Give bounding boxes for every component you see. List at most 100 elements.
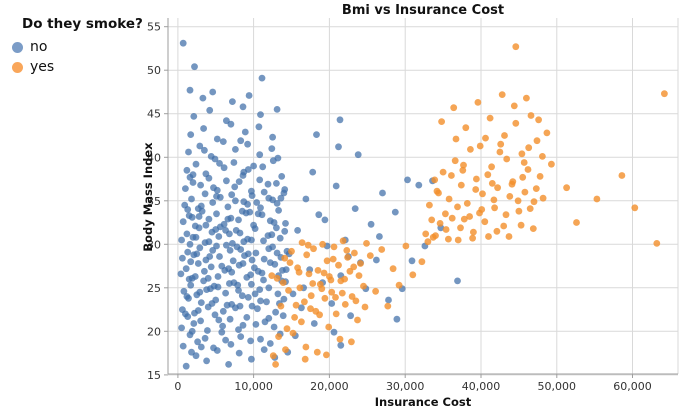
data-point-yes — [452, 135, 460, 143]
data-point-no — [250, 162, 257, 170]
data-point-no — [224, 203, 232, 211]
data-point-yes — [313, 348, 321, 356]
data-point-no — [315, 211, 323, 219]
data-point-yes — [336, 335, 344, 343]
data-point-yes — [548, 160, 555, 168]
data-point-no — [247, 271, 255, 279]
data-point-no — [282, 220, 289, 227]
legend-title: Do they smoke? — [22, 16, 143, 32]
data-point-no — [229, 257, 237, 265]
y-tick-label: 35 — [147, 195, 161, 208]
data-point-no — [294, 227, 301, 234]
data-point-no — [195, 213, 203, 220]
data-point-no — [223, 117, 230, 125]
data-point-yes — [363, 240, 370, 247]
data-point-no — [218, 262, 226, 270]
data-point-yes — [473, 175, 480, 183]
data-point-no — [454, 277, 461, 285]
data-point-no — [178, 236, 186, 244]
data-point-no — [184, 248, 192, 256]
data-point-no — [188, 213, 196, 221]
data-point-no — [273, 249, 281, 257]
data-point-no — [208, 300, 216, 307]
data-point-yes — [432, 232, 439, 240]
data-point-yes — [298, 239, 306, 247]
data-point-no — [276, 234, 284, 242]
data-point-no — [197, 343, 205, 351]
data-point-no — [222, 289, 230, 297]
data-point-no — [265, 245, 273, 253]
data-point-no — [204, 327, 211, 334]
data-point-yes — [539, 194, 547, 202]
data-point-yes — [357, 260, 364, 267]
data-point-yes — [442, 210, 449, 218]
data-point-no — [257, 111, 264, 118]
data-point-yes — [524, 166, 532, 173]
data-point-yes — [422, 230, 430, 238]
data-point-no — [218, 328, 226, 336]
data-point-no — [187, 258, 195, 266]
data-point-yes — [323, 351, 330, 359]
gridlines — [168, 18, 679, 376]
data-point-no — [240, 238, 248, 246]
data-point-yes — [488, 180, 496, 187]
data-point-yes — [318, 285, 326, 293]
data-point-no — [191, 63, 198, 71]
data-point-no — [178, 324, 186, 332]
data-point-yes — [339, 237, 347, 245]
data-point-no — [252, 249, 260, 257]
data-point-yes — [535, 116, 542, 124]
data-point-no — [279, 267, 286, 274]
data-point-yes — [518, 150, 526, 158]
data-point-no — [180, 287, 188, 295]
data-point-yes — [500, 222, 508, 230]
data-point-no — [239, 260, 247, 267]
data-point-no — [248, 256, 256, 264]
data-point-no — [179, 39, 187, 47]
data-point-no — [302, 195, 310, 203]
data-point-no — [210, 184, 217, 192]
data-point-no — [207, 153, 215, 160]
y-tick-label: 25 — [147, 282, 161, 295]
data-point-yes — [451, 157, 459, 165]
data-point-yes — [314, 267, 322, 274]
data-point-no — [337, 341, 345, 349]
data-point-no — [201, 146, 208, 154]
data-point-no — [182, 310, 189, 318]
data-point-no — [257, 297, 264, 305]
data-point-yes — [298, 318, 305, 326]
data-point-no — [204, 274, 212, 282]
data-point-no — [309, 168, 317, 176]
data-point-no — [187, 131, 195, 139]
data-point-no — [179, 254, 186, 262]
data-point-yes — [467, 146, 474, 153]
data-point-no — [190, 320, 198, 327]
data-point-yes — [519, 173, 527, 181]
data-point-no — [248, 355, 255, 363]
data-point-yes — [470, 228, 477, 236]
data-point-yes — [459, 166, 467, 174]
data-point-no — [216, 160, 223, 167]
data-point-yes — [277, 302, 285, 310]
data-point-no — [260, 188, 268, 196]
axes — [167, 18, 678, 375]
data-point-no — [193, 250, 201, 258]
data-point-no — [238, 207, 246, 215]
data-point-yes — [448, 214, 456, 222]
data-point-no — [379, 189, 386, 197]
data-point-no — [219, 322, 227, 330]
data-point-no — [183, 293, 191, 300]
data-point-no — [201, 267, 208, 275]
data-point-yes — [457, 181, 465, 189]
data-point-no — [270, 323, 278, 331]
data-point-yes — [436, 220, 444, 227]
data-point-no — [224, 215, 232, 223]
data-point-no — [209, 199, 217, 206]
data-point-no — [203, 357, 211, 365]
data-point-yes — [462, 124, 470, 132]
legend-label-yes: yes — [30, 59, 55, 75]
data-point-no — [190, 113, 198, 120]
data-point-yes — [361, 303, 369, 311]
data-point-no — [354, 151, 362, 159]
y-tick-label: 30 — [147, 238, 161, 251]
